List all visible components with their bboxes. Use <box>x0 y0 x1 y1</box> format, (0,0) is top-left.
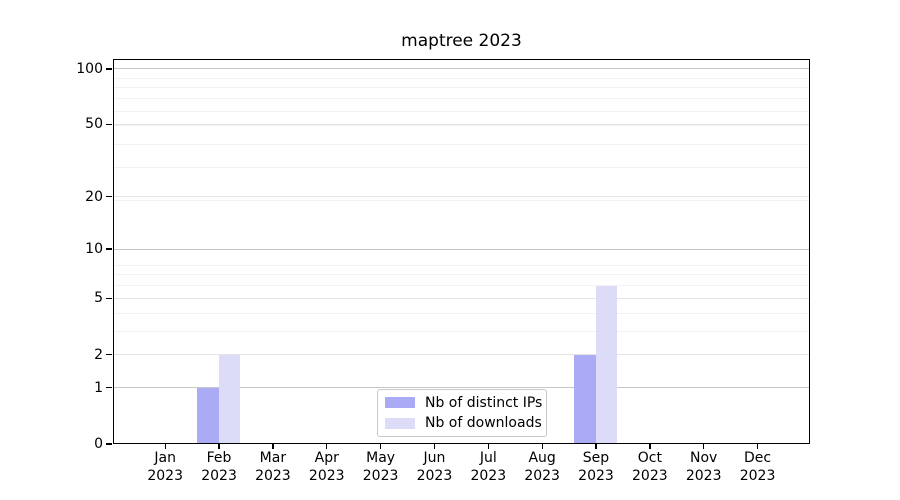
x-tick-label: Jan 2023 <box>133 450 197 485</box>
bar-downloads <box>218 355 241 443</box>
x-tick-year: 2023 <box>201 467 237 484</box>
x-tick-label: Feb 2023 <box>187 450 251 485</box>
y-tick-mark <box>106 248 112 250</box>
y-tick-label: 20 <box>85 188 103 205</box>
major-gridline <box>114 354 809 356</box>
x-tick-label: May 2023 <box>349 450 413 485</box>
y-tick-mark <box>106 443 112 445</box>
y-tick-label: 50 <box>85 116 103 133</box>
chart-title: maptree 2023 <box>401 31 522 51</box>
x-tick-label: Apr 2023 <box>295 450 359 485</box>
y-tick-label: 1 <box>94 379 103 396</box>
minor-gridline <box>114 274 809 276</box>
minor-gridline <box>114 264 809 266</box>
x-tick-label: Jun 2023 <box>402 450 466 485</box>
x-tick-mark <box>164 444 166 449</box>
legend-swatch-downloads <box>385 417 415 429</box>
bar-downloads <box>595 286 617 443</box>
x-tick-mark <box>433 444 436 449</box>
plot-area <box>113 59 810 444</box>
bar-distinct-ips <box>197 388 219 443</box>
y-tick-mark <box>106 123 112 126</box>
minor-gridline <box>114 330 809 332</box>
legend-swatch-distinct-ips <box>385 397 415 409</box>
x-tick-mark <box>380 444 382 449</box>
minor-gridline <box>114 77 809 79</box>
y-tick-label: 2 <box>94 346 103 363</box>
bar-distinct-ips <box>574 355 596 443</box>
x-tick-year: 2023 <box>632 467 668 484</box>
y-tick-mark <box>106 297 112 300</box>
x-tick-year: 2023 <box>524 467 560 484</box>
minor-gridline <box>114 167 809 169</box>
y-tick-label: 10 <box>85 241 103 258</box>
legend-entry-distinct-ips: Nb of distinct IPs <box>385 394 543 412</box>
legend-entry-downloads: Nb of downloads <box>385 415 542 433</box>
x-tick-mark <box>649 444 651 449</box>
major-gridline <box>114 248 809 250</box>
x-tick-year: 2023 <box>308 467 345 484</box>
major-gridline <box>114 196 809 197</box>
legend: Nb of distinct IPs Nb of downloads <box>377 389 547 437</box>
x-tick-mark <box>703 444 705 449</box>
x-tick-label: Oct 2023 <box>618 450 682 485</box>
major-gridline <box>114 68 809 70</box>
x-tick-mark <box>218 444 220 449</box>
x-tick-label: Sep 2023 <box>564 450 628 485</box>
minor-gridline <box>114 98 809 100</box>
x-tick-year: 2023 <box>685 467 722 484</box>
x-tick-label: Mar 2023 <box>241 450 305 485</box>
y-tick-label: 100 <box>76 60 103 77</box>
x-tick-mark <box>326 444 328 449</box>
minor-gridline <box>114 143 809 145</box>
x-tick-year: 2023 <box>578 467 614 484</box>
x-tick-year: 2023 <box>739 467 776 484</box>
y-tick-mark <box>106 354 112 356</box>
major-gridline <box>114 123 809 125</box>
x-tick-year: 2023 <box>470 467 507 484</box>
x-tick-year: 2023 <box>416 467 453 484</box>
major-gridline <box>114 387 809 389</box>
minor-gridline <box>114 285 809 287</box>
x-tick-mark <box>595 444 597 449</box>
x-tick-mark <box>487 444 489 449</box>
minor-gridline <box>114 125 809 127</box>
y-tick-label: 5 <box>94 290 103 307</box>
major-gridline <box>114 297 809 299</box>
x-tick-label: Aug 2023 <box>510 450 574 485</box>
y-tick-mark <box>106 387 112 389</box>
minor-gridline <box>114 199 809 201</box>
minor-gridline <box>114 110 809 112</box>
x-tick-mark <box>541 444 543 449</box>
x-tick-year: 2023 <box>255 467 291 484</box>
legend-label-distinct-ips: Nb of distinct IPs <box>425 394 543 411</box>
legend-label-downloads: Nb of downloads <box>425 415 542 432</box>
x-tick-label: Dec 2023 <box>726 450 790 485</box>
y-tick-mark <box>106 68 112 70</box>
minor-gridline <box>114 87 809 89</box>
x-tick-year: 2023 <box>147 467 183 484</box>
x-tick-year: 2023 <box>362 467 399 484</box>
y-tick-mark <box>106 195 112 198</box>
y-tick-label: 0 <box>94 436 103 452</box>
x-tick-label: Nov 2023 <box>672 450 736 485</box>
minor-gridline <box>114 312 809 314</box>
x-tick-mark <box>756 444 759 449</box>
x-tick-mark <box>272 444 274 449</box>
x-tick-label: Jul 2023 <box>456 450 520 485</box>
